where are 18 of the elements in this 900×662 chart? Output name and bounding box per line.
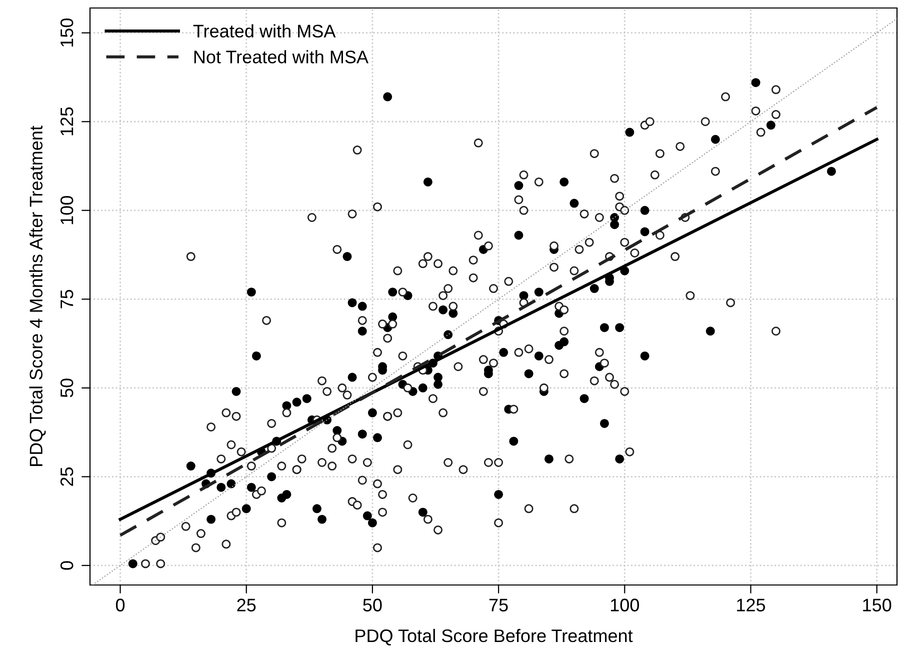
- x-tick-label: 25: [237, 598, 256, 612]
- y-tick-label: 0: [60, 561, 74, 570]
- y-tick-label: 75: [60, 290, 74, 308]
- x-tick-label: 75: [489, 598, 508, 612]
- x-tick-label: 125: [737, 598, 766, 612]
- legend-label: Treated with MSA: [193, 24, 336, 38]
- y-tick-label: 100: [60, 196, 74, 224]
- x-axis-title: PDQ Total Score Before Treatment: [356, 628, 633, 646]
- x-tick-label: 100: [610, 598, 639, 612]
- y-tick-label: 25: [60, 467, 74, 486]
- x-tick-label: 150: [863, 598, 892, 612]
- y-tick-label: 125: [60, 107, 74, 136]
- y-tick-label: 50: [60, 378, 74, 398]
- y-tick-label: 150: [60, 18, 74, 47]
- y-axis-title: PDQ Total Score 4 Months After Treatment: [29, 126, 46, 466]
- x-tick-label: 50: [363, 598, 382, 612]
- legend-label: Not Treated with MSA: [194, 50, 368, 64]
- x-tick-label: 0: [116, 598, 125, 612]
